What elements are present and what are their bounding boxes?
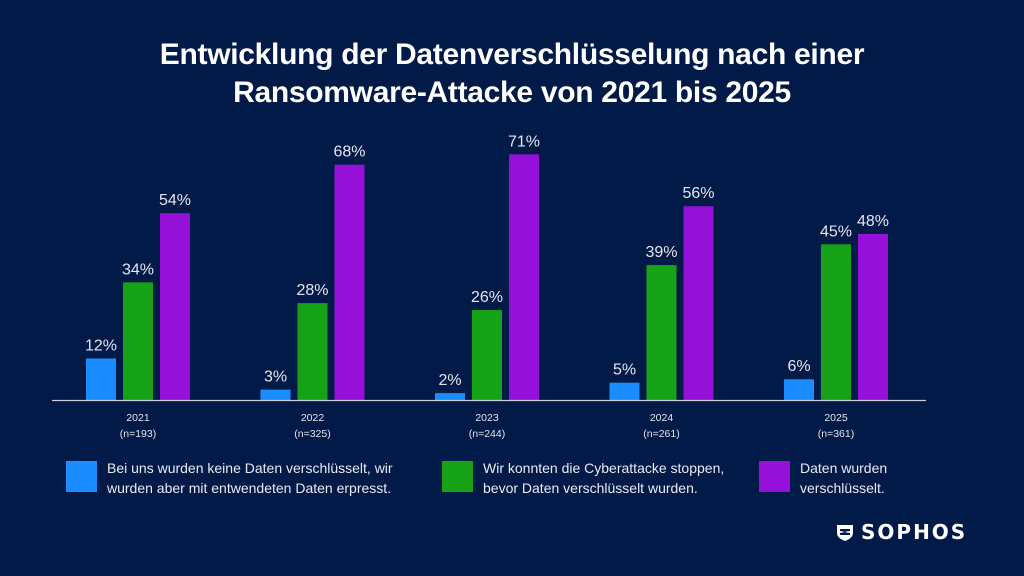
legend-item-purple: Daten wurden verschlüsselt. — [759, 458, 887, 498]
chart-title: Entwicklung der Datenverschlüsselung nac… — [0, 36, 1024, 112]
x-tick-sample-size: (n=244) — [469, 428, 505, 440]
sophos-shield-icon — [837, 525, 853, 541]
legend-item-blue: Bei uns wurden keine Daten verschlüsselt… — [66, 458, 393, 498]
sophos-logo: SOPHOS — [835, 520, 967, 544]
bar-2024-series-2 — [646, 265, 677, 400]
data-label-2025-series-2: 45% — [820, 223, 852, 240]
x-tick-sample-size: (n=193) — [120, 428, 156, 440]
x-tick-label: 2023 — [475, 412, 499, 424]
data-label-2024-series-1: 5% — [613, 362, 636, 379]
legend-label-line: bevor Daten verschlüsselt wurden. — [483, 480, 698, 496]
legend-swatch-green — [442, 461, 473, 492]
legend-label-blue: Bei uns wurden keine Daten verschlüsselt… — [107, 458, 393, 498]
data-label-2025-series-1: 6% — [787, 358, 810, 375]
bar-2023-series-2 — [472, 310, 502, 400]
data-label-2021-series-2: 34% — [122, 261, 154, 278]
bar-2024-series-1 — [609, 382, 640, 400]
x-tick-sample-size: (n=325) — [294, 428, 330, 440]
data-label-2022-series-1: 3% — [264, 369, 287, 386]
data-label-2022-series-2: 28% — [296, 282, 328, 299]
legend-label-line: verschlüsselt. — [800, 480, 885, 496]
data-label-2022-series-3: 68% — [333, 144, 365, 161]
x-tick-sample-size: (n=261) — [643, 428, 679, 440]
bar-2022-series-3 — [334, 164, 365, 400]
x-tick-label: 2024 — [650, 412, 674, 424]
data-label-2023-series-1: 2% — [438, 372, 461, 389]
data-label-2021-series-3: 54% — [159, 192, 191, 209]
legend-label-green: Wir konnten die Cyberattacke stoppen, be… — [483, 458, 724, 498]
bar-2021-series-1 — [86, 358, 116, 400]
bar-2025-series-3 — [858, 233, 888, 400]
data-label-2024-series-3: 56% — [682, 185, 714, 202]
bar-2021-series-2 — [123, 282, 153, 400]
legend-label-line: Bei uns wurden keine Daten verschlüsselt… — [107, 460, 393, 476]
legend-swatch-purple — [759, 461, 790, 492]
bar-2024-series-3 — [683, 206, 714, 400]
legend-label-purple: Daten wurden verschlüsselt. — [800, 458, 887, 498]
bar-2025-series-2 — [821, 244, 851, 400]
legend-label-line: Daten wurden — [800, 460, 888, 476]
bar-2021-series-3 — [160, 213, 190, 400]
bar-2022-series-2 — [297, 303, 328, 400]
x-tick-sample-size: (n=361) — [818, 428, 854, 440]
sophos-wordmark: SOPHOS — [861, 520, 968, 544]
data-label-2024-series-2: 39% — [645, 244, 677, 261]
bar-2022-series-1 — [260, 389, 291, 400]
legend-label-line: Wir konnten die Cyberattacke stoppen, — [483, 460, 725, 476]
x-tick-label: 2021 — [126, 412, 150, 424]
bar-2023-series-1 — [435, 393, 465, 400]
x-tick-label: 2022 — [301, 412, 325, 424]
data-label-2023-series-2: 26% — [471, 289, 503, 306]
legend-item-green: Wir konnten die Cyberattacke stoppen, be… — [442, 458, 724, 498]
legend-swatch-blue — [66, 461, 97, 492]
bar-2023-series-3 — [509, 154, 539, 400]
data-label-2021-series-1: 12% — [85, 337, 117, 354]
legend-label-line: wurden aber mit entwendeten Daten erpres… — [107, 480, 392, 496]
chart-title-line-1: Entwicklung der Datenverschlüsselung nac… — [159, 38, 865, 71]
bar-2025-series-1 — [784, 379, 814, 400]
x-tick-label: 2025 — [824, 412, 848, 424]
data-label-2025-series-3: 48% — [857, 213, 889, 230]
chart-title-line-2: Ransomware-Attacke von 2021 bis 2025 — [233, 76, 791, 109]
data-label-2023-series-3: 71% — [508, 133, 540, 150]
